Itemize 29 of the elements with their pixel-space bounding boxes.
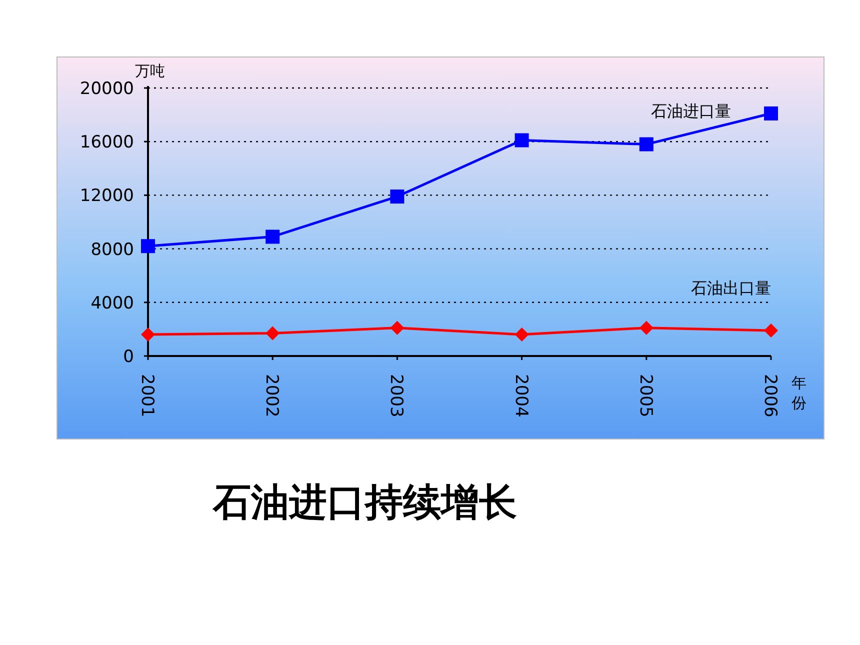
y-tick-label: 16000: [80, 132, 134, 153]
text: 石油进口持续增长: [212, 480, 517, 524]
point: [514, 133, 529, 148]
point: [390, 190, 404, 204]
point: [266, 230, 280, 244]
point: [141, 239, 155, 254]
x-tick-label: 2006: [760, 374, 780, 418]
point: [390, 320, 404, 335]
point: [266, 326, 280, 340]
y-tick-label: 20000: [80, 79, 134, 99]
x-tick-label: 2003: [386, 374, 406, 418]
point: [764, 106, 778, 120]
x-tick-label: 2002: [262, 374, 282, 418]
x-axis-title: 年份: [792, 374, 806, 412]
point: [141, 328, 155, 342]
x-tick-label: 2005: [635, 374, 656, 418]
x-tick-label: 2001: [137, 374, 157, 418]
x-tick-label: 2004: [510, 374, 531, 418]
y-tick-label: 12000: [80, 186, 134, 206]
series-label: 石油出口量: [691, 278, 771, 298]
y-tick-label: 4000: [90, 293, 134, 314]
point: [639, 137, 654, 152]
point: [514, 328, 529, 342]
point: [764, 324, 778, 338]
point: [639, 320, 654, 335]
y-tick-label: 0: [123, 347, 134, 367]
y-tick-label: 8000: [90, 240, 134, 260]
series-label: 石油进口量: [651, 101, 731, 120]
y-axis-title: 万吨: [135, 62, 165, 80]
